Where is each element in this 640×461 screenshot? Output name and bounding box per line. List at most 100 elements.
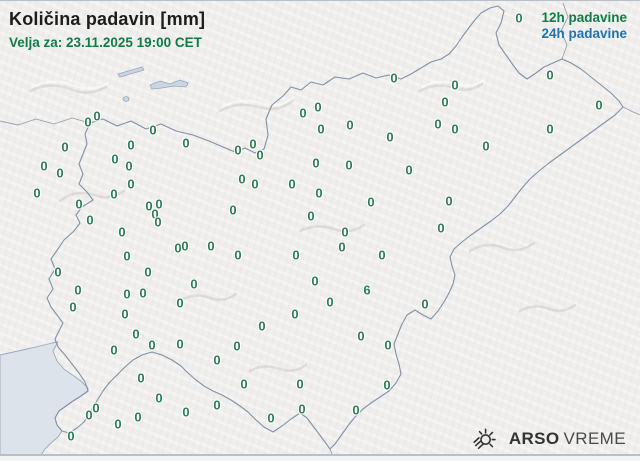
legend-24h-link[interactable]: 24h padavine [541, 26, 627, 41]
station-value: 0 [233, 338, 241, 354]
station-value: 0 [121, 306, 129, 322]
small-lake [122, 96, 130, 102]
weather-sun-icon [473, 428, 496, 450]
station-value: 0 [482, 138, 490, 154]
station-value: 0 [314, 99, 322, 115]
station-value: 0 [93, 108, 101, 124]
legend-12h-link[interactable]: 12h padavine [541, 10, 627, 25]
station-value: 0 [240, 376, 248, 392]
station-value: 0 [256, 147, 264, 163]
station-value: 0 [357, 328, 365, 344]
station-value: 0 [326, 294, 334, 310]
brand-vreme: VREME [563, 428, 626, 448]
station-value: 0 [40, 158, 48, 174]
station-value: 0 [338, 239, 346, 255]
station-value: 0 [546, 67, 554, 83]
station-value: 0 [441, 94, 449, 110]
valid-time-label: Velja za: 23.11.2025 19:00 CET [9, 35, 202, 50]
station-value: 0 [111, 151, 119, 167]
country-border-slovenia [46, 5, 624, 450]
station-value: 0 [125, 158, 133, 174]
station-value: 0 [405, 162, 413, 178]
station-value: 0 [546, 121, 554, 137]
station-value: 0 [213, 352, 221, 368]
header: Količina padavin [mm] Velja za: 23.11.20… [9, 9, 205, 50]
station-value: 0 [149, 122, 157, 138]
station-value: 0 [317, 121, 325, 137]
station-value: 0 [84, 114, 92, 130]
station-value: 0 [137, 370, 145, 386]
station-value: 0 [151, 206, 159, 222]
station-value: 0 [132, 326, 140, 342]
station-value: 0 [74, 282, 82, 298]
station-value: 0 [155, 196, 163, 212]
station-value: 0 [345, 157, 353, 173]
station-value: 0 [352, 402, 360, 418]
station-value: 0 [595, 97, 603, 113]
border-hungary-croatia [622, 106, 640, 116]
station-value: 0 [176, 295, 184, 311]
station-value: 0 [176, 336, 184, 352]
station-value: 0 [123, 286, 131, 302]
station-value: 0 [299, 105, 307, 121]
station-value: 0 [267, 410, 275, 426]
station-value: 0 [181, 238, 189, 254]
station-value: 0 [67, 428, 75, 444]
station-value: 0 [144, 264, 152, 280]
station-value: 0 [367, 194, 375, 210]
brand-arso: ARSO [508, 428, 560, 448]
station-value: 0 [311, 273, 319, 289]
station-value: 0 [174, 240, 182, 256]
station-value: 0 [123, 248, 131, 264]
legend: 12h padavine 24h padavine [541, 10, 627, 42]
station-value: 0 [390, 70, 398, 86]
station-value: 0 [515, 10, 523, 26]
station-value: 0 [238, 171, 246, 187]
station-value: 0 [234, 142, 242, 158]
lake [117, 66, 145, 78]
station-value: 0 [75, 196, 83, 212]
station-value: 0 [127, 176, 135, 192]
station-value: 0 [213, 397, 221, 413]
arso-vreme-logo[interactable]: ARSO VREME [471, 426, 626, 451]
station-value: 0 [298, 401, 306, 417]
station-value: 0 [182, 404, 190, 420]
station-value: 0 [207, 238, 215, 254]
station-value: 0 [341, 224, 349, 240]
station-value: 0 [291, 306, 299, 322]
station-value: 0 [434, 116, 442, 132]
station-value: 0 [307, 208, 315, 224]
station-value: 0 [383, 377, 391, 393]
station-value: 0 [61, 139, 69, 155]
station-value: 0 [315, 185, 323, 201]
station-value: 0 [292, 247, 300, 263]
station-value: 0 [145, 198, 153, 214]
station-value: 0 [190, 276, 198, 292]
station-value: 0 [437, 220, 445, 236]
station-value: 0 [451, 77, 459, 93]
station-value: 0 [154, 214, 162, 230]
station-value: 0 [118, 224, 126, 240]
station-value: 0 [54, 264, 62, 280]
station-value: 0 [148, 337, 156, 353]
station-value: 0 [249, 136, 257, 152]
station-value: 0 [110, 186, 118, 202]
page-title: Količina padavin [mm] [9, 9, 206, 29]
station-value: 0 [378, 247, 386, 263]
station-value: 0 [155, 390, 163, 406]
station-value: 6 [363, 282, 371, 298]
station-value: 0 [85, 407, 93, 423]
station-value: 0 [139, 285, 147, 301]
terrain-shading [28, 79, 577, 373]
station-value: 0 [182, 135, 190, 151]
station-value: 0 [251, 176, 259, 192]
station-value: 0 [110, 342, 118, 358]
station-value: 0 [92, 400, 100, 416]
station-value: 0 [114, 416, 122, 432]
station-value: 0 [33, 185, 41, 201]
station-value: 0 [127, 137, 135, 153]
lake [149, 79, 189, 90]
